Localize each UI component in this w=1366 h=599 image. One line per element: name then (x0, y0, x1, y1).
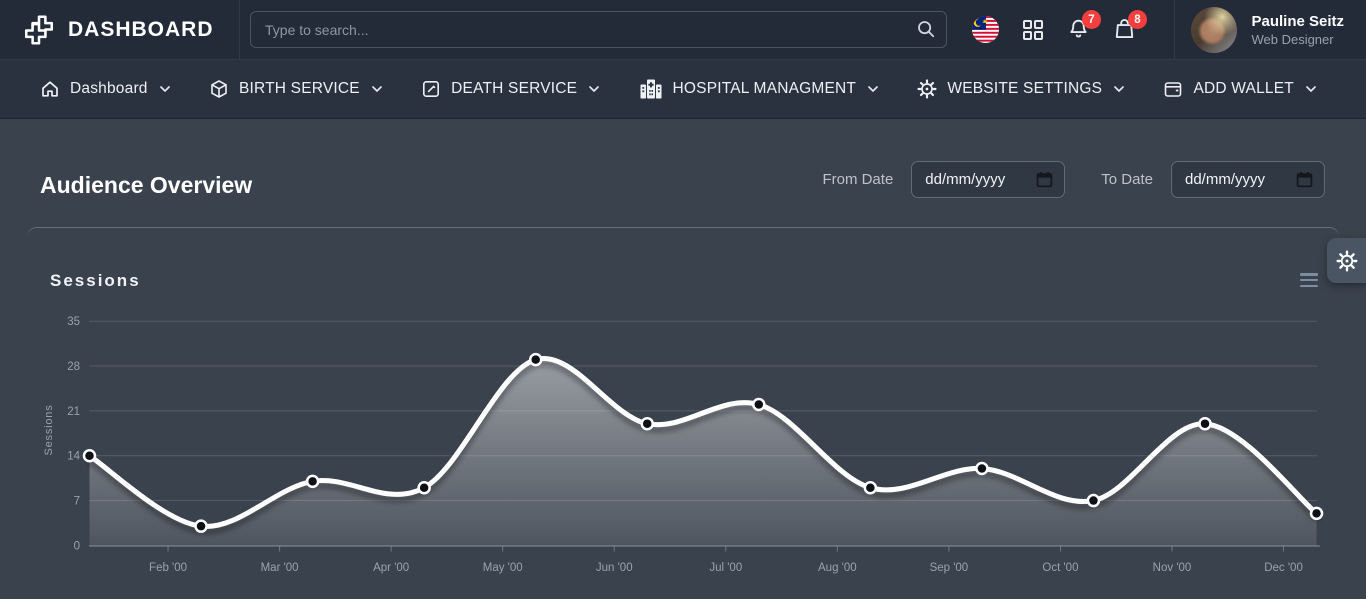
avatar[interactable] (1191, 6, 1238, 53)
nav-item-add-wallet[interactable]: ADD WALLET (1163, 79, 1316, 99)
to-date-input[interactable]: dd/mm/yyyy (1171, 161, 1325, 198)
page-title: Audience Overview (40, 172, 253, 198)
chevron-down-icon (589, 85, 600, 92)
svg-text:0: 0 (74, 540, 80, 552)
cart-badge: 8 (1128, 10, 1147, 29)
topbar: DASHBOARD (0, 0, 1366, 60)
malaysia-flag-icon (972, 16, 999, 43)
svg-text:Mar '00: Mar '00 (261, 562, 299, 574)
apps-grid-icon (1023, 19, 1043, 40)
shopping-bag-icon (1115, 19, 1134, 38)
chevron-down-icon (159, 85, 170, 92)
chevron-down-icon (1114, 85, 1125, 92)
gear-icon (917, 79, 937, 99)
main-content: Audience Overview From Date dd/mm/yyyy T… (0, 119, 1366, 599)
svg-text:21: 21 (67, 406, 80, 418)
search (250, 11, 947, 48)
nav-label: Dashboard (70, 80, 148, 97)
profile-menu[interactable]: Pauline Seitz Web Designer (1174, 0, 1366, 59)
home-icon (42, 81, 58, 97)
nav-item-dashboard[interactable]: Dashboard (40, 79, 170, 99)
chevron-down-icon (371, 85, 382, 92)
hospital-icon (640, 79, 661, 99)
main-menubar: Dashboard BIRTH SERVICE DEATH SERVICE (0, 60, 1366, 119)
svg-text:Oct '00: Oct '00 (1042, 562, 1078, 574)
nav-item-birth-service[interactable]: BIRTH SERVICE (209, 79, 382, 99)
cart-button[interactable]: 8 (1113, 10, 1147, 41)
user-role: Web Designer (1251, 31, 1334, 47)
notification-badge: 7 (1082, 10, 1101, 29)
chevron-down-icon (1306, 85, 1316, 92)
settings-button[interactable] (1327, 238, 1366, 283)
date-filters: From Date dd/mm/yyyy To Date dd/mm/yyyy (822, 161, 1325, 198)
cube-icon (211, 80, 227, 98)
notifications-button[interactable]: 7 (1067, 10, 1101, 41)
svg-text:Sessions: Sessions (43, 404, 55, 455)
chart-menu-icon[interactable] (1300, 273, 1318, 287)
svg-text:Dec '00: Dec '00 (1264, 562, 1303, 574)
svg-text:Jul '00: Jul '00 (709, 562, 742, 574)
search-input[interactable] (250, 11, 947, 48)
svg-text:7: 7 (74, 496, 80, 508)
nav-item-website-settings[interactable]: WEBSITE SETTINGS (917, 79, 1125, 99)
search-icon[interactable] (916, 19, 936, 39)
svg-text:Feb '00: Feb '00 (149, 562, 187, 574)
calendar-icon[interactable] (1296, 171, 1313, 188)
nav-label: BIRTH SERVICE (238, 80, 360, 97)
to-date-label: To Date (1101, 171, 1153, 188)
svg-text:28: 28 (67, 361, 80, 373)
chart-title: Sessions (50, 271, 141, 290)
gear-icon (1335, 249, 1358, 272)
calendar-icon[interactable] (1036, 171, 1053, 188)
sessions-card (27, 227, 1339, 599)
logo-icon (24, 14, 54, 45)
topbar-icons: 7 8 (972, 10, 1147, 43)
svg-text:Sep '00: Sep '00 (930, 562, 969, 574)
user-name: Pauline Seitz (1251, 12, 1344, 30)
svg-text:14: 14 (67, 451, 80, 463)
apps-grid-button[interactable] (1022, 19, 1044, 41)
svg-text:35: 35 (67, 316, 80, 328)
language-flag-button[interactable] (972, 16, 999, 43)
nav-label: WEBSITE SETTINGS (947, 80, 1103, 97)
nav-item-hospital-managment[interactable]: HOSPITAL MANAGMENT (639, 78, 879, 100)
brand[interactable]: DASHBOARD (0, 0, 240, 59)
nav-label: DEATH SERVICE (451, 80, 578, 97)
sessions-area-chart: 0 7 14 21 28 35 Feb '00 Mar '00 Apr '00 May '00 Ju… (43, 316, 1324, 574)
chevron-down-icon (868, 85, 878, 92)
svg-text:Nov '00: Nov '00 (1153, 562, 1192, 574)
nav-item-death-service[interactable]: DEATH SERVICE (421, 79, 600, 99)
brand-title: DASHBOARD (68, 17, 214, 41)
svg-text:Apr '00: Apr '00 (373, 562, 409, 574)
svg-text:May '00: May '00 (483, 562, 523, 574)
svg-text:Jun '00: Jun '00 (596, 562, 633, 574)
svg-text:Aug '00: Aug '00 (818, 562, 857, 574)
nav-label: ADD WALLET (1193, 80, 1294, 97)
from-date-label: From Date (822, 171, 894, 188)
wallet-icon (1165, 82, 1182, 97)
nav-label: HOSPITAL MANAGMENT (672, 80, 857, 97)
from-date-input[interactable]: dd/mm/yyyy (911, 161, 1066, 198)
edit-icon (423, 80, 440, 97)
